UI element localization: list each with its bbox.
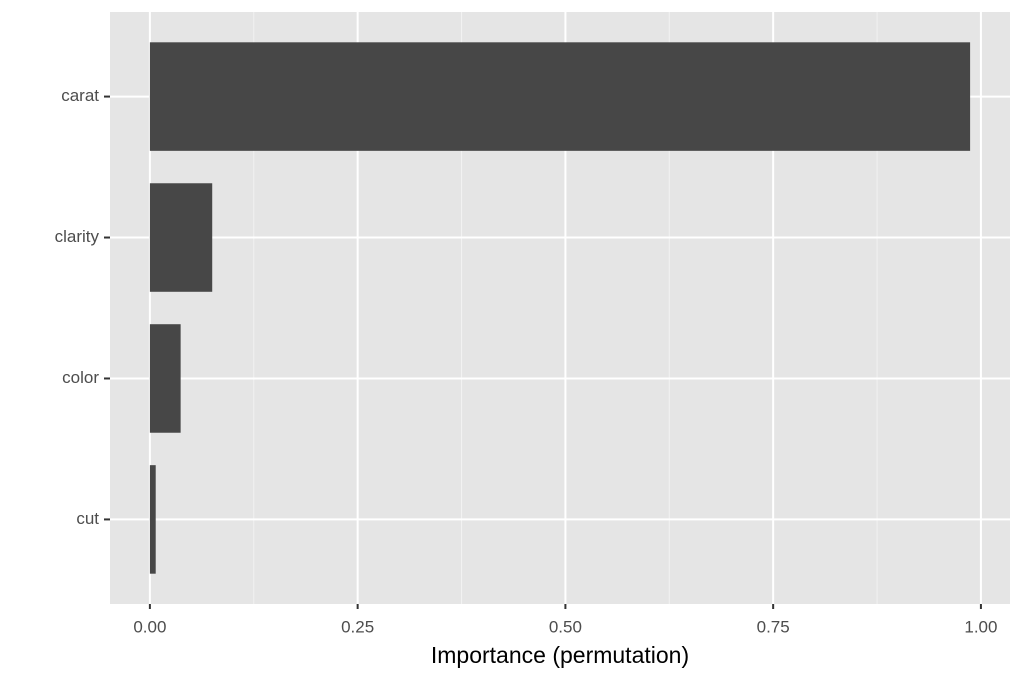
bar [149, 465, 156, 574]
x-tick-label: 0.00 [133, 617, 166, 636]
y-tick-label: clarity [55, 227, 100, 246]
bar [149, 183, 213, 292]
x-tick-label: 0.25 [341, 617, 374, 636]
y-tick-label: cut [76, 509, 99, 528]
x-tick-label: 1.00 [964, 617, 997, 636]
bar [149, 324, 181, 433]
y-tick-label: color [62, 368, 99, 387]
bar [149, 42, 971, 151]
y-tick-label: carat [61, 86, 99, 105]
x-tick-label: 0.75 [757, 617, 790, 636]
x-tick-label: 0.50 [549, 617, 582, 636]
x-axis-title: Importance (permutation) [431, 642, 689, 668]
